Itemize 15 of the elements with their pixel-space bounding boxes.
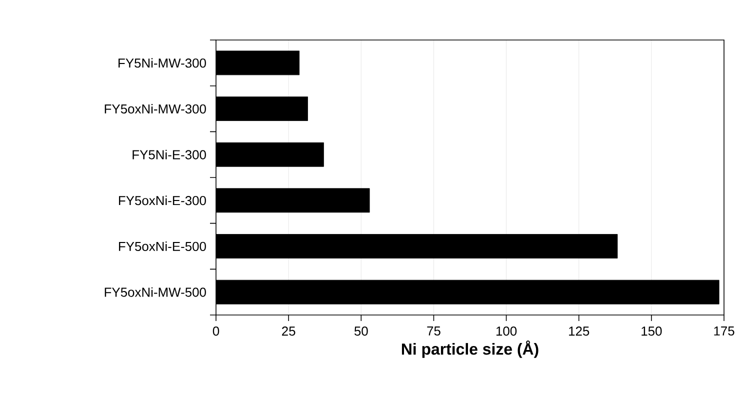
x-tick-label: 0 bbox=[212, 326, 220, 336]
x-tick-label: 50 bbox=[354, 326, 368, 336]
y-tick-label: FY5oxNi-MW-500 bbox=[104, 287, 206, 297]
y-tick-label: FY5Ni-MW-300 bbox=[118, 58, 206, 68]
y-tick-label: FY5oxNi-E-300 bbox=[119, 196, 206, 206]
x-tick-label: 150 bbox=[642, 326, 662, 336]
x-tick-label: 25 bbox=[282, 326, 296, 336]
x-axis-title: Ni particle size (Å) bbox=[402, 340, 538, 358]
y-tick-label: FY5oxNi-E-500 bbox=[119, 241, 206, 252]
x-tick-label: 100 bbox=[496, 326, 517, 336]
x-tick-label: 75 bbox=[427, 326, 440, 336]
x-tick-label: 175 bbox=[714, 326, 734, 336]
y-tick-label: FY5oxNi-MW-300 bbox=[104, 104, 206, 114]
x-tick-label: 125 bbox=[569, 326, 590, 336]
y-tick-label: FY5Ni-E-300 bbox=[132, 150, 206, 160]
